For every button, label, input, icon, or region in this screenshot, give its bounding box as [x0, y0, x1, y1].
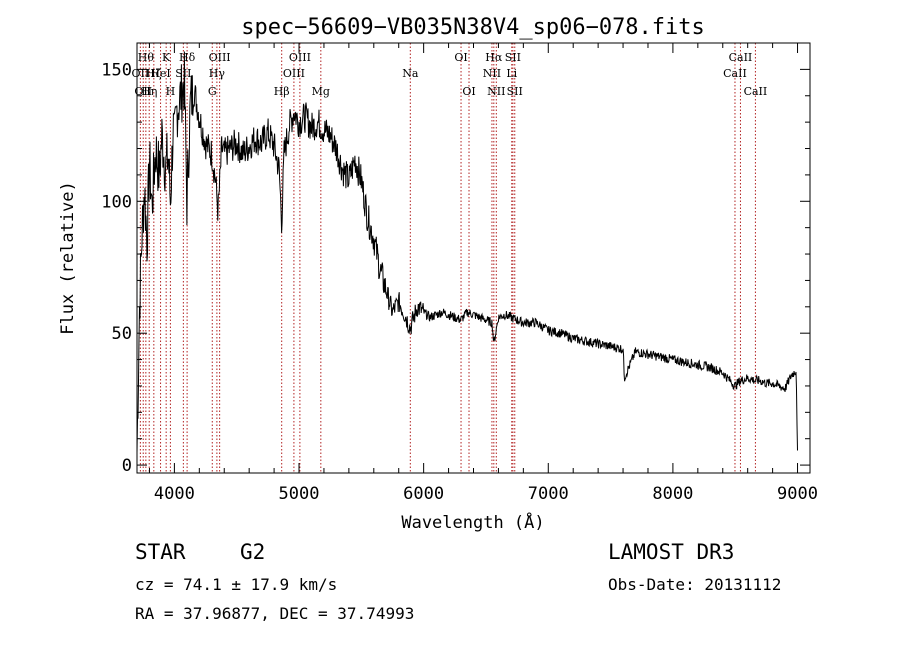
- line-label-20: NII: [483, 67, 501, 80]
- line-label-23: Li: [506, 67, 517, 80]
- line-label-5: HeI: [150, 67, 170, 80]
- line-label-12: OIII: [209, 51, 231, 64]
- line-label-15: OIII: [289, 51, 311, 64]
- line-label-6: K: [162, 51, 171, 64]
- y-tick-label-3: 150: [101, 60, 132, 80]
- spectrum-line: [136, 51, 798, 453]
- line-label-14: OIII: [283, 67, 305, 80]
- plot-frame: [136, 42, 811, 474]
- redshift-text: cz = 74.1 ± 17.9 km/s: [135, 575, 337, 594]
- x-tick-label-5: 9000: [777, 484, 818, 504]
- x-axis-label: Wavelength (Å): [401, 511, 544, 533]
- line-label-26: CaII: [723, 67, 747, 80]
- line-label-21: Hα: [485, 51, 503, 64]
- y-axis: 0 50 100 150: [101, 60, 810, 476]
- line-label-8: SII: [175, 67, 191, 80]
- x-tick-label-4: 8000: [652, 484, 693, 504]
- line-label-28: CaII: [744, 85, 768, 98]
- line-label-1: OII: [134, 85, 152, 98]
- line-label-10: G: [208, 85, 217, 98]
- line-label-9: Hδ: [179, 51, 196, 64]
- line-label-7: H: [166, 85, 176, 98]
- x-tick-label-3: 7000: [528, 484, 569, 504]
- x-tick-label-2: 6000: [403, 484, 444, 504]
- line-label-24: SII: [505, 51, 521, 64]
- x-tick-label-0: 4000: [154, 484, 195, 504]
- line-label-3: Hη: [141, 85, 157, 98]
- x-tick-label-1: 5000: [279, 484, 320, 504]
- line-label-25: SII: [507, 85, 523, 98]
- line-label-16: Mg: [312, 85, 330, 98]
- y-tick-label-1: 50: [112, 324, 132, 344]
- subclass: G2: [240, 540, 265, 564]
- line-label-27: CaII: [729, 51, 753, 64]
- line-label-19: OI: [462, 85, 475, 98]
- line-label-0: OII: [132, 67, 150, 80]
- line-label-4: Hζ: [146, 67, 162, 80]
- line-label-17: Na: [402, 67, 419, 80]
- coordinates: RA = 37.96877, DEC = 37.74993: [135, 604, 414, 623]
- line-label-22: NII: [487, 85, 505, 98]
- line-label-2: Hθ: [138, 51, 155, 64]
- y-tick-label-2: 100: [101, 192, 132, 212]
- object-class: STAR: [135, 540, 186, 564]
- chart-title: spec−56609−VB035N38V4_sp06−078.fits: [241, 15, 705, 40]
- survey-name: LAMOST DR3: [608, 540, 734, 564]
- y-tick-label-0: 0: [122, 456, 132, 476]
- line-label-18: OI: [454, 51, 467, 64]
- y-axis-label: Flux (relative): [58, 181, 78, 335]
- x-axis: 4000 5000 6000 7000 8000 9000: [148, 43, 818, 504]
- line-label-11: Hγ: [209, 67, 226, 80]
- spectral-line-markers: [139, 43, 756, 473]
- line-label-13: Hβ: [274, 85, 290, 98]
- obs-date: Obs-Date: 20131112: [608, 575, 781, 594]
